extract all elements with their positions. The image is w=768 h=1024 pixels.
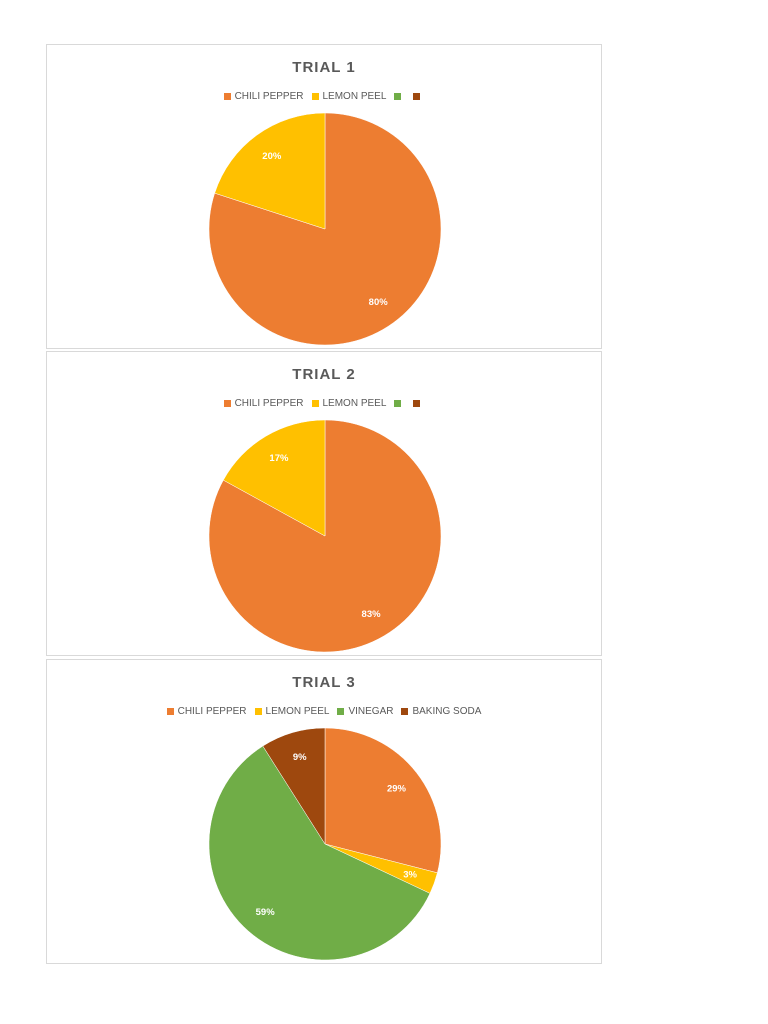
legend-item-chili-pepper: CHILI PEPPER — [223, 91, 304, 102]
pie-slice-baking-soda — [262, 727, 326, 845]
legend-swatch — [337, 708, 345, 715]
chart-panel-trial-1: TRIAL 1 CHILI PEPPER LEMON PEEL 80% 20% — [46, 44, 602, 349]
legend-label: LEMON PEEL — [265, 706, 330, 717]
data-label: 83% — [362, 609, 382, 620]
pie-chart: 83% 17% — [208, 419, 442, 653]
legend-swatch — [311, 93, 319, 100]
pie-slice-lemon-peel — [214, 112, 326, 230]
legend-swatch — [394, 400, 402, 407]
data-label: 59% — [256, 907, 276, 918]
legend-label: CHILI PEPPER — [234, 91, 304, 102]
legend-item-chili-pepper: CHILI PEPPER — [166, 706, 247, 717]
legend-item-series-3 — [394, 91, 405, 102]
chart-panel-trial-3: TRIAL 3 CHILI PEPPER LEMON PEEL VINEGAR … — [46, 659, 602, 964]
legend-item-baking-soda: BAKING SODA — [401, 706, 481, 717]
legend-item-series-4 — [413, 91, 424, 102]
legend-item-lemon-peel: LEMON PEEL — [311, 398, 387, 409]
legend-swatch — [254, 708, 262, 715]
legend-swatch — [394, 93, 402, 100]
data-label: 20% — [262, 151, 282, 162]
legend-item-lemon-peel: LEMON PEEL — [254, 706, 330, 717]
chart-title: TRIAL 2 — [292, 366, 356, 383]
legend-swatch — [401, 708, 409, 715]
data-label: 9% — [293, 752, 307, 763]
legend-swatch — [166, 708, 174, 715]
legend-swatch — [223, 400, 231, 407]
pie-slice-lemon-peel — [223, 419, 326, 537]
chart-title: TRIAL 1 — [292, 59, 356, 76]
data-label: 80% — [369, 297, 389, 308]
legend-swatch — [413, 93, 421, 100]
pie-slice-chili-pepper — [208, 112, 442, 346]
pie-chart: 80% 20% — [208, 112, 442, 346]
legend-label: BAKING SODA — [412, 706, 482, 717]
pie-slice-vinegar — [208, 745, 431, 961]
chart-panel-trial-2: TRIAL 2 CHILI PEPPER LEMON PEEL 83% 17% — [46, 351, 602, 656]
legend-item-chili-pepper: CHILI PEPPER — [223, 398, 304, 409]
chart-legend: CHILI PEPPER LEMON PEEL VINEGAR BAKING S… — [47, 706, 601, 717]
data-label: 3% — [403, 870, 417, 881]
chart-legend: CHILI PEPPER LEMON PEEL — [47, 398, 601, 409]
legend-swatch — [223, 93, 231, 100]
legend-label: CHILI PEPPER — [177, 706, 247, 717]
legend-item-series-3 — [394, 398, 405, 409]
legend-item-lemon-peel: LEMON PEEL — [311, 91, 387, 102]
chart-title: TRIAL 3 — [292, 674, 356, 691]
legend-item-series-4 — [413, 398, 424, 409]
pie-chart: 29% 3% 59% 9% — [208, 727, 442, 961]
pie-slice-chili-pepper — [324, 727, 442, 874]
legend-swatch — [413, 400, 421, 407]
legend-label: LEMON PEEL — [322, 398, 387, 409]
legend-swatch — [311, 400, 319, 407]
chart-legend: CHILI PEPPER LEMON PEEL — [47, 91, 601, 102]
legend-label: LEMON PEEL — [322, 91, 387, 102]
legend-label: VINEGAR — [348, 706, 394, 717]
data-label: 17% — [269, 453, 289, 464]
legend-item-vinegar: VINEGAR — [337, 706, 393, 717]
data-label: 29% — [387, 784, 407, 795]
legend-label: CHILI PEPPER — [234, 398, 304, 409]
